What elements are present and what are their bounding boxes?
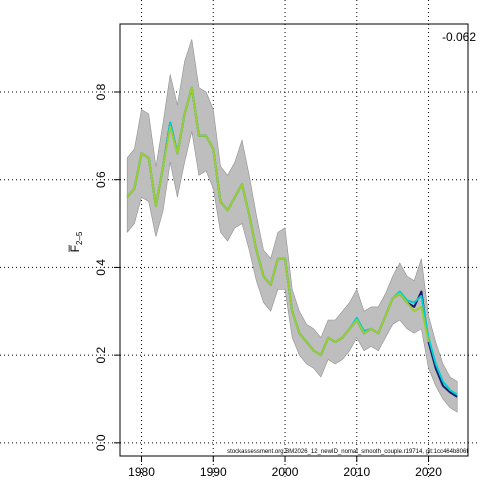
series-lines — [126, 86, 458, 398]
y-axis-label: F̅2–5 — [68, 231, 84, 252]
y-axis: 0.0 0.2 0.4 0.6 0.8 — [94, 83, 121, 451]
y-axis-label-sub: 2–5 — [75, 231, 84, 245]
x-tick-label: 2000 — [272, 465, 299, 479]
x-tick-label: 1990 — [200, 465, 227, 479]
corner-value: -0.062 — [442, 30, 476, 44]
confidence-band-area — [126, 39, 458, 413]
x-tick-label: 2010 — [343, 465, 370, 479]
y-tick-label: 0.2 — [94, 346, 108, 363]
y-tick-label: 0.6 — [94, 171, 108, 188]
footnote: stockassessment.org.BM2026_12_newID_noma… — [227, 449, 468, 455]
x-axis: 1980 1990 2000 2010 2020 — [128, 455, 442, 479]
x-tick-label: 1980 — [128, 465, 155, 479]
confidence-band — [126, 39, 458, 413]
x-tick-label: 2020 — [415, 465, 442, 479]
series-line-3 — [126, 86, 430, 357]
y-tick-label: 0.8 — [94, 83, 108, 100]
y-tick-label: 0.0 — [94, 434, 108, 451]
y-tick-label: 0.4 — [94, 259, 108, 276]
y-axis-label-main: F̅ — [68, 244, 82, 252]
